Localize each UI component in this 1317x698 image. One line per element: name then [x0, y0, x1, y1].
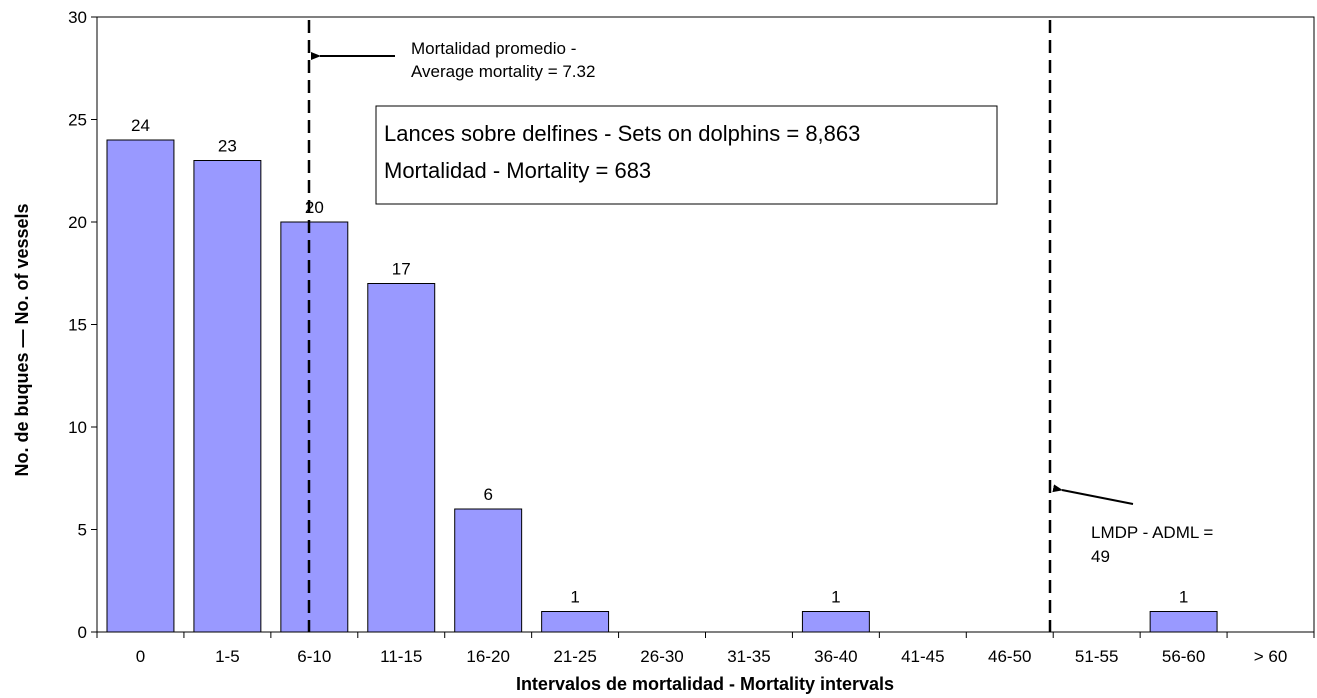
info-box-line: Mortalidad - Mortality = 683 [384, 158, 651, 183]
info-box-border [375, 105, 998, 205]
x-tick-label: 1-5 [215, 647, 240, 666]
bar-value-label: 1 [831, 588, 840, 607]
x-tick-label: 56-60 [1162, 647, 1205, 666]
bar-value-label: 1 [570, 588, 579, 607]
bar [1149, 611, 1218, 633]
x-tick-label: 0 [136, 647, 145, 666]
y-tick-label: 10 [68, 418, 87, 437]
y-tick-label: 20 [68, 213, 87, 232]
average-mortality-label: Average mortality = 7.32 [411, 62, 595, 81]
y-axis-title: No. de buques — No. of vessels [12, 203, 32, 476]
x-tick-label: 41-45 [901, 647, 944, 666]
x-tick-label: 6-10 [297, 647, 331, 666]
bar [454, 508, 523, 633]
adml-label: LMDP - ADML = [1091, 523, 1213, 542]
info-box: Lances sobre delfines - Sets on dolphins… [375, 105, 998, 205]
bar [801, 611, 870, 633]
adml-arrow [1052, 484, 1134, 505]
bar-value-label: 23 [218, 137, 237, 156]
bar [193, 160, 262, 633]
x-tick-label: 21-25 [553, 647, 596, 666]
info-box-line: Lances sobre delfines - Sets on dolphins… [384, 121, 860, 146]
average-mortality-label: Mortalidad promedio - [411, 39, 576, 58]
y-tick-label: 30 [68, 8, 87, 27]
x-tick-label: 51-55 [1075, 647, 1118, 666]
bar [367, 283, 436, 633]
y-tick-label: 5 [78, 521, 87, 540]
bar-value-label: 1 [1179, 588, 1188, 607]
bars: 24 23 20 17 6 1 1 1 [106, 116, 1218, 633]
bar-value-label: 6 [483, 485, 492, 504]
bar [106, 139, 175, 633]
y-axis: 0 5 10 15 20 25 30 [68, 8, 97, 642]
y-tick-label: 0 [78, 623, 87, 642]
x-tick-label: > 60 [1254, 647, 1288, 666]
x-tick-label: 11-15 [380, 647, 422, 666]
x-axis: 0 1-5 6-10 11-15 16-20 21-25 26-30 31-35 36-40 41… [96, 632, 1315, 666]
bar-value-label: 17 [392, 260, 411, 279]
x-tick-label: 16-20 [466, 647, 509, 666]
bar [280, 221, 349, 633]
x-tick-label: 31-35 [727, 647, 770, 666]
x-axis-title: Intervalos de mortalidad - Mortality int… [516, 674, 894, 694]
bar-value-label: 24 [131, 116, 150, 135]
adml-label: 49 [1091, 547, 1110, 566]
reference-lines: Mortalidad promedio - Average mortality =… [307, 20, 1213, 632]
bar [541, 611, 610, 633]
x-tick-label: 36-40 [814, 647, 857, 666]
y-tick-label: 15 [68, 316, 87, 335]
y-tick-label: 25 [68, 111, 87, 130]
bar-value-label: 20 [305, 198, 324, 217]
x-tick-label: 26-30 [640, 647, 683, 666]
x-tick-label: 46-50 [988, 647, 1031, 666]
